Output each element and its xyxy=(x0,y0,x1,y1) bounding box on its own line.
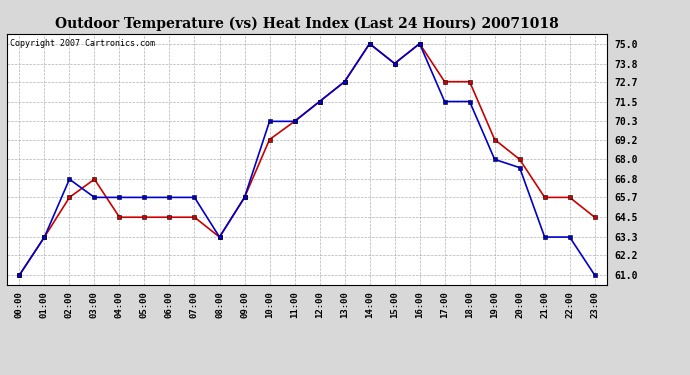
Title: Outdoor Temperature (vs) Heat Index (Last 24 Hours) 20071018: Outdoor Temperature (vs) Heat Index (Las… xyxy=(55,17,559,31)
Text: Copyright 2007 Cartronics.com: Copyright 2007 Cartronics.com xyxy=(10,39,155,48)
